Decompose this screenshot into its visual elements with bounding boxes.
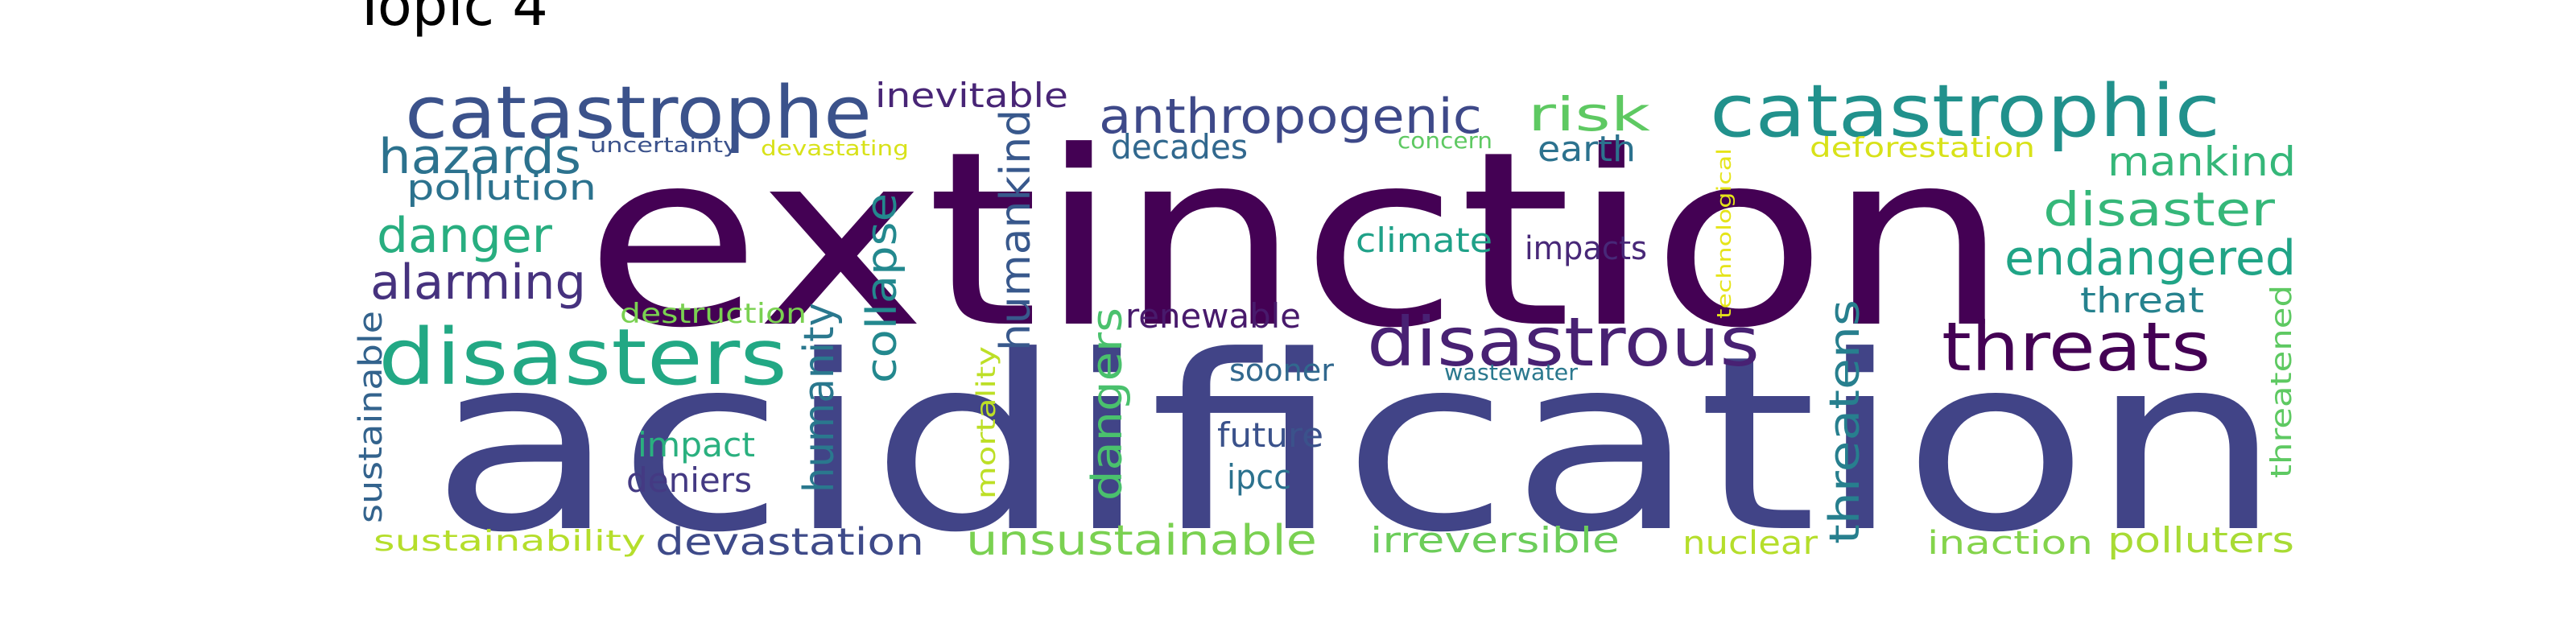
word-risk: risk bbox=[1528, 87, 1651, 142]
word-alarming: alarming bbox=[370, 254, 586, 311]
word-unsustainable: unsustainable bbox=[966, 517, 1317, 565]
word-mortality: mortality bbox=[971, 346, 1001, 499]
word-devastation: devastation bbox=[655, 520, 924, 564]
word-danger: danger bbox=[377, 208, 552, 264]
word-wastewater: wastewater bbox=[1444, 359, 1578, 386]
word-nuclear: nuclear bbox=[1682, 525, 1818, 562]
word-sustainable: sustainable bbox=[353, 311, 390, 523]
word-mankind: mankind bbox=[2107, 138, 2296, 185]
word-destruction: destruction bbox=[620, 298, 807, 330]
word-climate: climate bbox=[1356, 221, 1492, 260]
word-pollution: pollution bbox=[407, 167, 597, 208]
word-catastrophe: catastrophe bbox=[405, 71, 872, 155]
word-humankind: humankind bbox=[992, 109, 1040, 351]
word-devastating: devastating bbox=[761, 137, 909, 161]
word-disaster: disaster bbox=[2043, 182, 2275, 237]
word-impact: impact bbox=[638, 425, 755, 464]
word-polluters: polluters bbox=[2107, 520, 2294, 561]
word-impacts: impacts bbox=[1525, 230, 1647, 267]
word-humanity: humanity bbox=[795, 303, 844, 493]
word-earth: earth bbox=[1538, 129, 1636, 170]
word-endangered: endangered bbox=[2004, 230, 2296, 287]
word-anthropogenic: anthropogenic bbox=[1099, 89, 1482, 145]
word-acidification: acidification bbox=[430, 304, 2283, 585]
word-threatened: threatened bbox=[2265, 285, 2298, 478]
word-disasters: disasters bbox=[378, 312, 787, 402]
word-deforestation: deforestation bbox=[1810, 132, 2035, 164]
word-inevitable: inevitable bbox=[875, 76, 1068, 115]
word-inaction: inaction bbox=[1927, 525, 2093, 562]
word-decades: decades bbox=[1111, 127, 1248, 167]
word-ipcc: ipcc bbox=[1227, 457, 1291, 497]
word-disastrous: disastrous bbox=[1367, 303, 1760, 382]
word-technological: technological bbox=[1713, 148, 1736, 319]
word-dangers: dangers bbox=[1084, 308, 1132, 501]
word-irreversible: irreversible bbox=[1370, 520, 1620, 561]
word-collapse: collapse bbox=[858, 193, 906, 383]
word-uncertainty: uncertainty bbox=[590, 134, 738, 158]
word-renewable: renewable bbox=[1125, 296, 1301, 336]
word-hazards: hazards bbox=[378, 129, 581, 185]
word-threats: threats bbox=[1942, 308, 2211, 386]
word-sooner: sooner bbox=[1229, 353, 1334, 388]
word-future: future bbox=[1217, 415, 1323, 455]
word-threatens: threatens bbox=[1821, 299, 1869, 544]
figure-title: Topic 4 bbox=[353, 0, 548, 39]
word-sustainability: sustainability bbox=[374, 525, 646, 558]
word-concern: concern bbox=[1397, 127, 1492, 154]
word-deniers: deniers bbox=[626, 460, 752, 500]
word-catastrophic: catastrophic bbox=[1710, 69, 2220, 154]
word-extinction: extinction bbox=[584, 100, 2009, 381]
word-threat: threat bbox=[2080, 280, 2204, 321]
